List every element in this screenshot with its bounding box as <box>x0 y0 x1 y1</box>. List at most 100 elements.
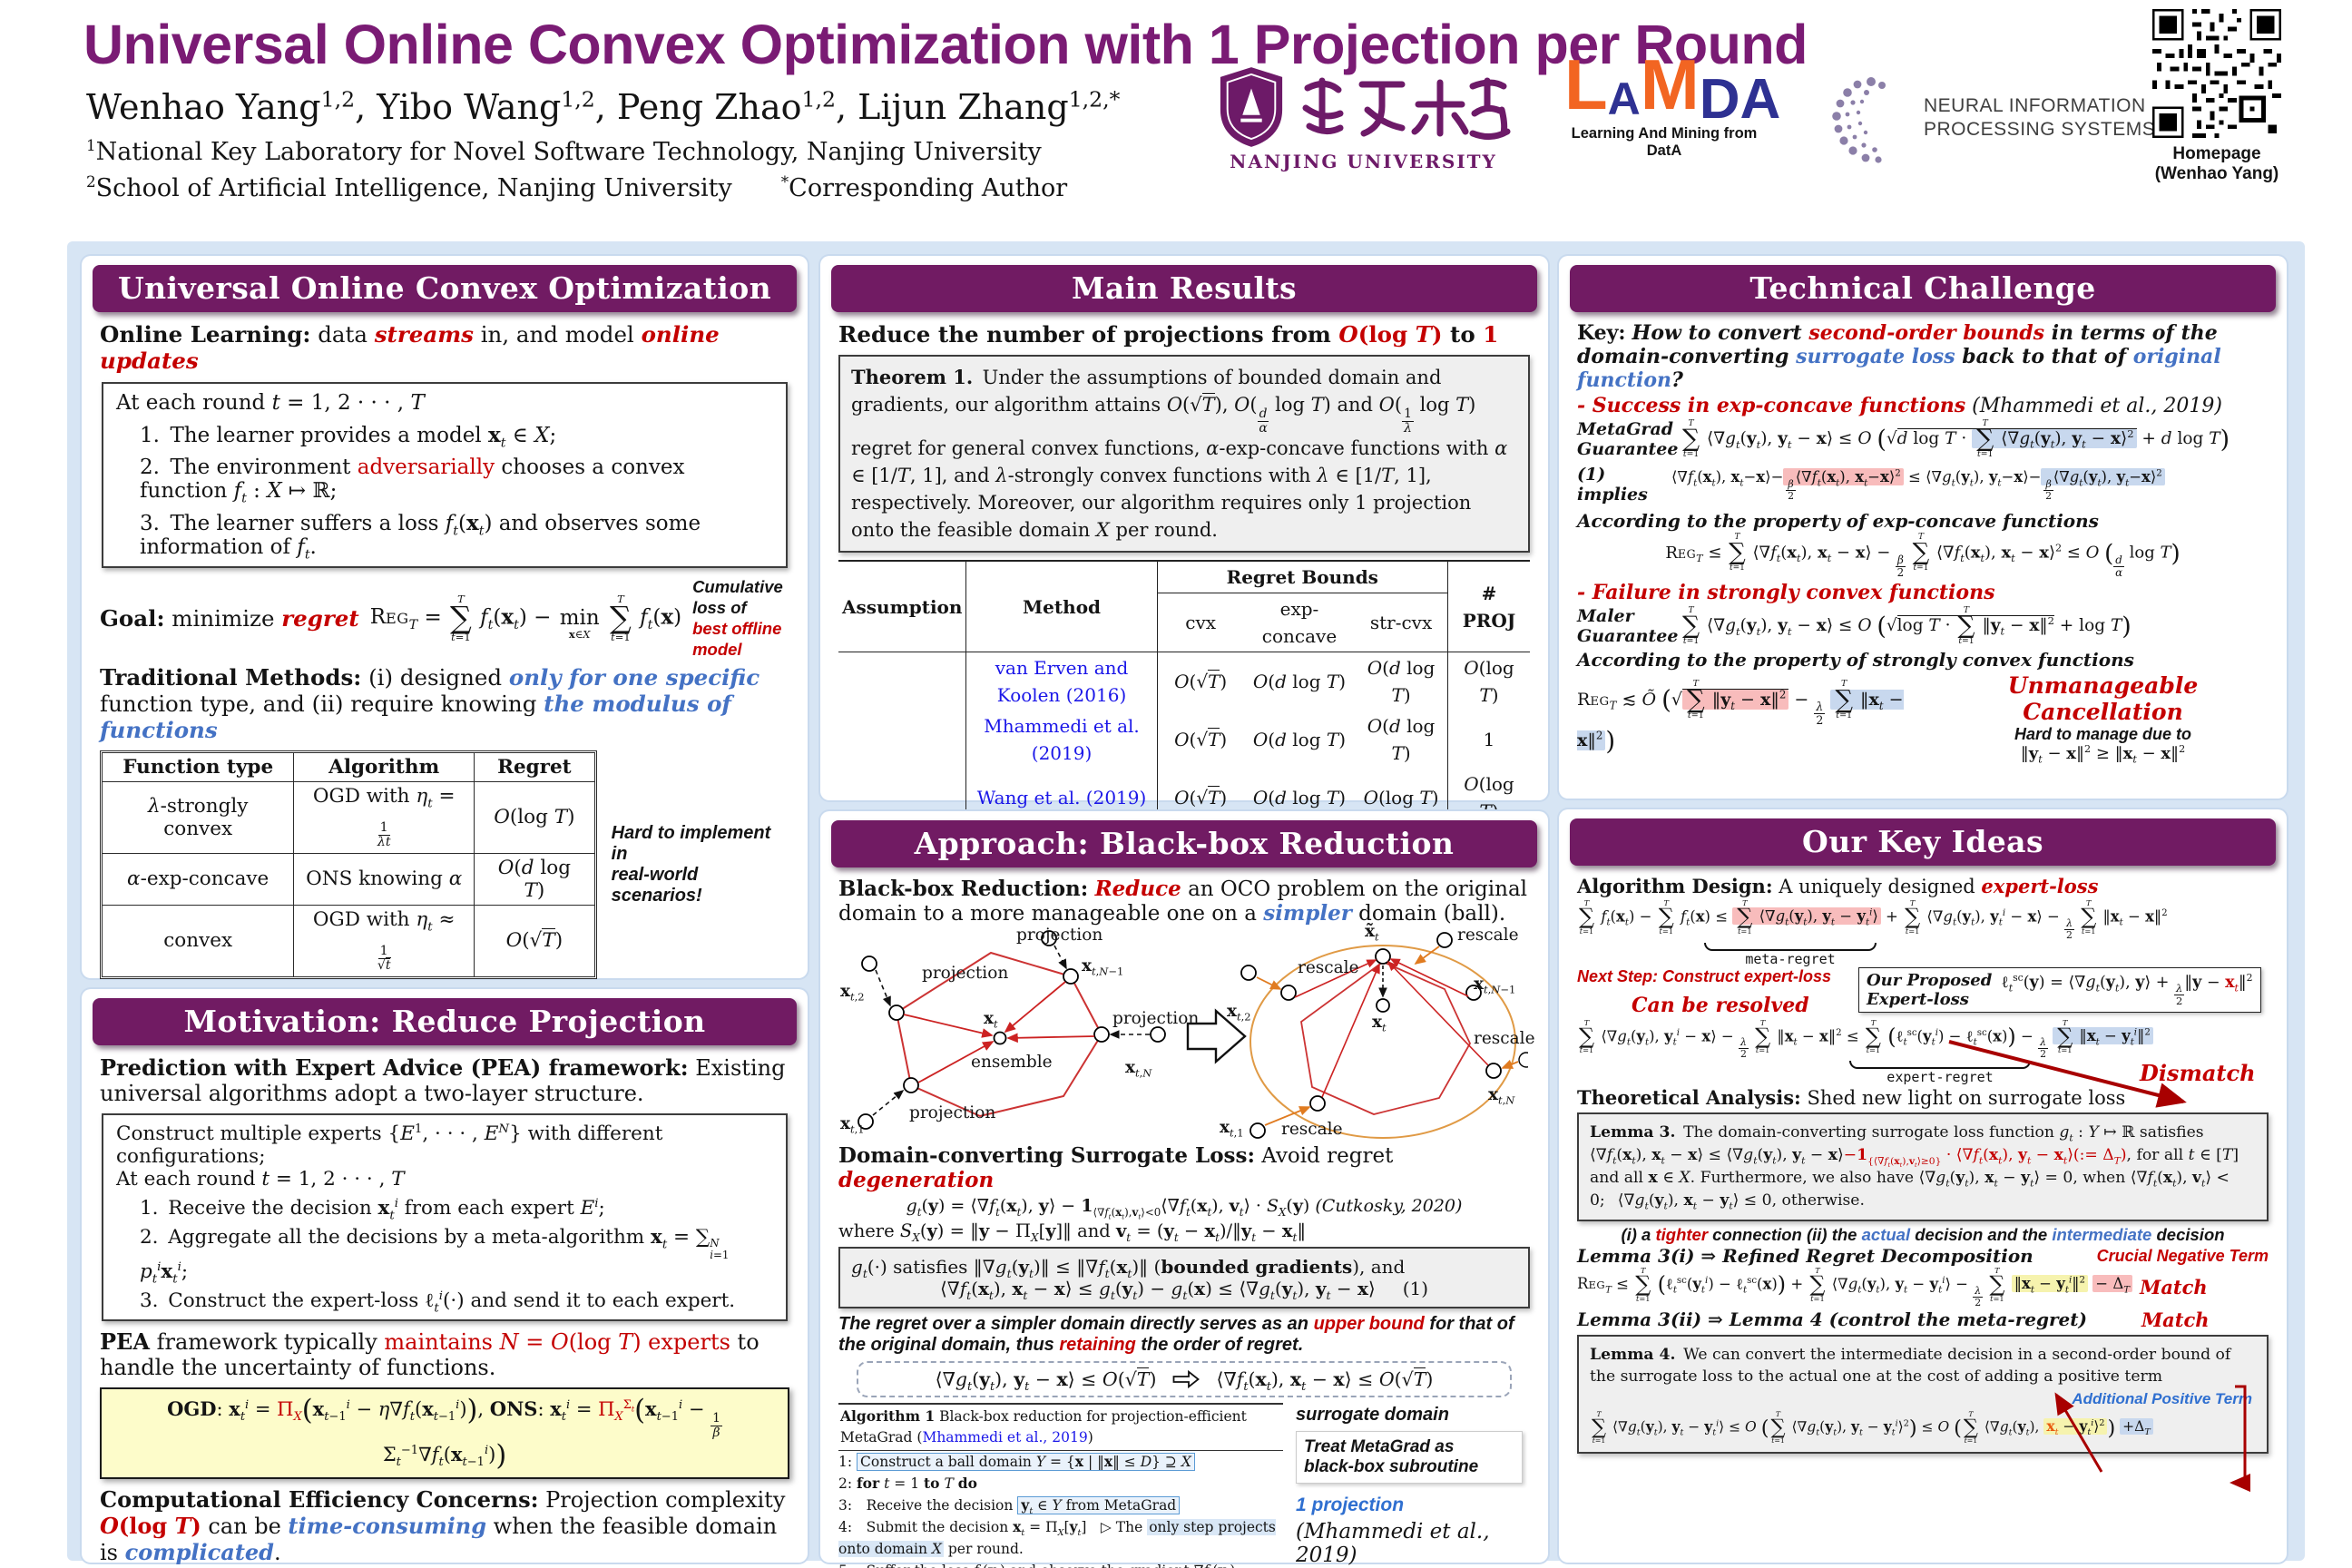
proj-cell: 1 <box>1446 710 1530 769</box>
diagram-label: xt,N <box>1488 1085 1515 1107</box>
panel-header: Technical Challenge <box>1570 265 2276 312</box>
neurips-caption: NEURAL INFORMATION PROCESSING SYSTEMS <box>1924 94 2156 140</box>
crucial-negative-term: Crucial Negative Term <box>2096 1246 2269 1265</box>
diagram-label: rescale <box>1474 1029 1535 1048</box>
retain-note: The regret over a simpler domain directl… <box>838 1314 1514 1356</box>
maler-formula: T ∑ t=1 ⟨∇gt(yt), yt − x⟩ ≤ O (√log T · T ∑… <box>1682 605 2132 647</box>
table-row: Mhammedi et al. (2019) O(√T) O(d log T) O(… <box>838 710 1530 769</box>
success-line: - Success in exp-concave functions (Mham… <box>1577 394 2222 417</box>
meta-regret-label: meta-regret <box>1745 950 1836 967</box>
protocol-line: 3. The learner suffers a loss ft(xt) and… <box>140 511 701 563</box>
panel-header: Our Key Ideas <box>1570 818 2276 866</box>
cell: O(log T) <box>1363 787 1439 809</box>
subcol-strcvx: str-cvx <box>1355 593 1448 653</box>
failure-line: - Failure in strongly convex functions <box>1577 581 1995 605</box>
cell: O(log T) <box>474 780 595 854</box>
qr-caption: Homepage (Wenhao Yang) <box>2154 144 2279 183</box>
goal-note-2: best offline model <box>692 619 782 660</box>
where-line: where SX(y) = ‖y − ΠX[y]‖ and vt = (yt −… <box>838 1220 1307 1245</box>
diagram-label: xt,N <box>1125 1058 1152 1080</box>
refined-decomposition-formula: REGT ≤ T ∑ t=1 (ℓtsc(yti) − ℓtsc(x)) + T ∑ t… <box>1577 1267 2133 1308</box>
panel-approach: Approach: Black-box Reduction Black-box … <box>820 811 1548 1568</box>
qr-block: Homepage (Wenhao Yang) <box>2149 9 2285 184</box>
col-header: Function type <box>101 751 295 782</box>
cell: OGD with ηt ≈ 1 √t <box>293 904 475 978</box>
algorithm-title: Algorithm 1 Black-box reduction for proj… <box>838 1405 1283 1451</box>
next-step-label: Next Step: Construct expert-loss <box>1577 966 1832 985</box>
unmanageable-ineq: ‖yt − x‖2 ≥ ‖xt − x‖2 <box>2020 742 2186 766</box>
lamda-letter: M <box>1640 44 1700 124</box>
diagram-label: rescale <box>1298 958 1359 977</box>
diagram-label: projection <box>909 1103 996 1122</box>
cell: O(d log T) <box>474 852 595 906</box>
lamda-letter: A <box>1740 68 1781 131</box>
pea-line: At each round t = 1, 2 · · · , T <box>116 1168 405 1191</box>
lamda-letters: LAMDA <box>1564 49 1780 128</box>
ann-treat-metagrad: Treat MetaGrad as black-box subroutine <box>1296 1431 1523 1485</box>
theorem-1-box: Theorem 1. Under the assumptions of boun… <box>838 355 1530 554</box>
lemma4-statement: Lemma 4. We can convert the intermediate… <box>1590 1345 2231 1386</box>
match-label-1: Match <box>2140 1276 2208 1299</box>
pea-line: 2. Aggregate all the decisions by a meta… <box>140 1226 730 1287</box>
implies-formula: ⟨∇ft(xt), xt−x⟩− β 2 ⟨∇ft(xt), xt−x⟩2 ≤ ⟨∇g… <box>1671 468 2165 501</box>
implication-left: ⟨∇gt(yt), yt − x⟩ ≤ O(√T) <box>935 1367 1157 1394</box>
col-regret-bounds: Regret Bounds <box>1157 561 1448 594</box>
method-cell: Mhammedi et al. (2019) <box>965 710 1158 769</box>
lemma-4-box: Lemma 4. We can convert the intermediate… <box>1577 1334 2269 1455</box>
cell: O(√T) <box>474 904 595 978</box>
lamda-caption: Learning And Mining from DatA <box>1571 124 1758 159</box>
pea-box: Construct multiple experts {E1, · · · , … <box>102 1113 788 1321</box>
col-method: Method <box>965 561 1158 653</box>
cell: α-exp-concave <box>101 852 295 906</box>
method-cell: van Erven and Koolen (2016) <box>965 652 1158 711</box>
panel-header: Universal Online Convex Optimization <box>93 265 797 312</box>
panel-header: Motivation: Reduce Projection Complexity <box>93 998 797 1086</box>
cell: OGD with ηt = 1 λt <box>293 780 475 854</box>
blackbox-lead: Black-box Reduction: Reduce an OCO probl… <box>838 877 1528 926</box>
affiliation-1: 1National Key Laboratory for Novel Softw… <box>86 136 1042 166</box>
implication-right: ⟨∇ft(xt), xt − x⟩ ≤ O(√T) <box>1216 1367 1434 1394</box>
diagram-label: projection <box>1016 926 1103 945</box>
diagram-label: xt,N−1 <box>1474 975 1516 996</box>
qr-code-icon <box>2152 9 2281 138</box>
proposed-label: Our Proposed Expert-loss <box>1867 970 1993 1009</box>
surrogate-lead: Domain-converting Surrogate Loss: Avoid … <box>838 1143 1394 1192</box>
lamda-letter: D <box>1699 68 1740 131</box>
unmanageable-title: Unmanageable Cancellation <box>2007 671 2199 725</box>
reduction-diagram: xt,2 projection projection xt,N−1 xt pro… <box>838 922 1535 1143</box>
protocol-line: At each round t = 1, 2 · · · , T <box>116 391 425 415</box>
reduction-diagram-shapes <box>858 930 1528 1139</box>
property-line-2: ⟨∇ft(xt), xt − x⟩ ≤ gt(yt) − gt(x) ≤ ⟨∇g… <box>939 1278 1376 1303</box>
theoretical-analysis-lead: Theoretical Analysis: Shed new light on … <box>1577 1086 2126 1110</box>
panel-key-ideas: Our Key Ideas Algorithm Design: A unique… <box>1559 809 2287 1563</box>
diagram-label: projection <box>1112 1009 1200 1028</box>
lemma4-formula: T ∑ t=1 ⟨∇gt(yt), yt − yti⟩ ≤ O (T ∑ t=1 ⟨∇g… <box>1590 1410 2256 1445</box>
poster-title: Universal Online Convex Optimization wit… <box>83 14 1808 75</box>
proposed-formula: ℓtsc(y) = ⟨∇gt(yt), y⟩ + λ 2 ‖y − xt‖2 <box>2001 971 2253 1008</box>
metagrad-formula: T ∑ t=1 ⟨∇gt(yt), yt − x⟩ ≤ O (√d log T · … <box>1682 418 2230 460</box>
ann-surrogate-domain: surrogate domain <box>1296 1405 1449 1426</box>
implication-box: ⟨∇gt(yt), yt − x⟩ ≤ O(√T) ⟨∇ft(xt), xt −… <box>857 1361 1512 1398</box>
col-header: Algorithm <box>293 751 475 782</box>
goal-note-1: Cumulative loss of <box>692 577 783 618</box>
expert-regret-label: expert-regret <box>1886 1069 1994 1086</box>
panel-universal-oco: Universal Online Convex Optimization Onl… <box>82 256 808 1164</box>
equation-number: (1) <box>1402 1278 1429 1300</box>
lemma3ii-line: Lemma 3(ii) ⇒ Lemma 4 (control the meta-… <box>1577 1308 2087 1331</box>
cell: λ-strongly convex <box>101 780 295 854</box>
neurips-logo: NEURAL INFORMATION PROCESSING SYSTEMS <box>1826 71 2155 165</box>
exp-concave-property: According to the property of exp-concave… <box>1577 510 2099 533</box>
diagram-label: xt,2 <box>1227 1002 1251 1024</box>
methods-table-wrap: Function type Algorithm Regret λ-strongl… <box>100 750 597 980</box>
methods-table: Function type Algorithm Regret λ-strongl… <box>101 751 595 978</box>
nju-calligraphy-icon <box>1302 77 1510 140</box>
dismatch-label: Dismatch <box>2140 1060 2256 1087</box>
nju-caption: NANJING UNIVERSITY <box>1230 151 1497 172</box>
diagram-label: xt,1 <box>1220 1118 1244 1140</box>
algorithm-design-lead: Algorithm Design: A uniquely designed ex… <box>1577 875 2099 897</box>
lemma3-takeaway: (i) a tighter connection (ii) the actual… <box>1621 1225 2225 1245</box>
property-box: gt(·) satisfies ‖∇gt(yt)‖ ≤ ‖∇ft(xt)‖ (b… <box>838 1247 1530 1309</box>
traditional-methods: Traditional Methods: (i) designed only f… <box>100 663 760 743</box>
